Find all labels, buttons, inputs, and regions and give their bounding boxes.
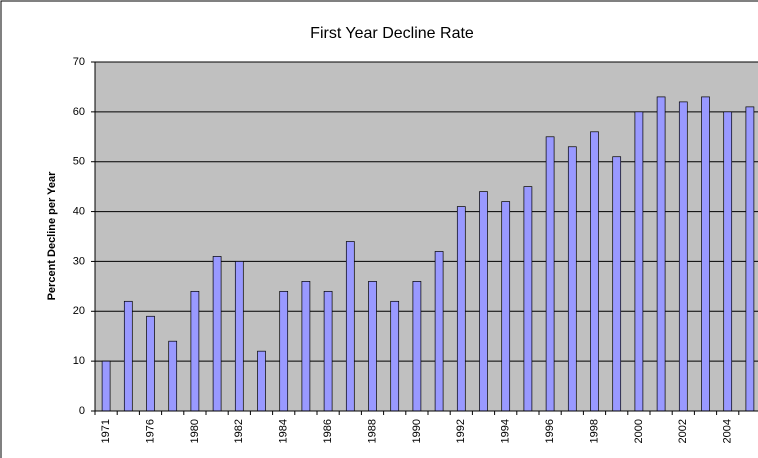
bar: [146, 315, 155, 412]
x-tick-label: 1996: [544, 419, 556, 443]
x-tick-label: 1982: [233, 419, 245, 443]
bar: [523, 186, 533, 412]
chart-title: First Year Decline Rate: [310, 25, 474, 42]
x-tick-label: 1990: [411, 419, 423, 443]
bar: [634, 111, 644, 412]
bar: [323, 290, 333, 412]
bar: [456, 206, 466, 412]
bar: [612, 156, 622, 412]
x-tick-label: 1984: [278, 419, 290, 443]
bar: [567, 146, 577, 412]
y-tick-label: 40: [73, 205, 85, 217]
bar: [368, 281, 377, 412]
y-tick-label: 60: [73, 106, 85, 118]
y-tick-label: 70: [73, 56, 85, 68]
bar: [190, 290, 200, 412]
x-tick-label: 1998: [588, 419, 600, 443]
bar: [434, 251, 444, 412]
plot-area: [95, 62, 758, 411]
x-tick-label: 1988: [366, 419, 378, 443]
bar: [234, 261, 244, 412]
bar: [545, 136, 555, 412]
x-tick-label: 1971: [100, 419, 112, 443]
bar: [257, 350, 266, 412]
x-tick-label: 2000: [633, 419, 645, 443]
y-tick-label: 50: [73, 156, 85, 168]
bar: [279, 290, 289, 412]
x-tick-label: 2002: [677, 419, 689, 443]
bar: [701, 96, 710, 412]
bar: [723, 111, 733, 412]
x-tick-label: 1980: [189, 419, 201, 443]
bar: [212, 256, 222, 412]
bar: [123, 300, 133, 412]
y-axis-label: Percent Decline per Year: [46, 171, 58, 301]
y-tick-label: 10: [73, 355, 85, 367]
bar: [678, 101, 688, 412]
bar: [412, 281, 422, 412]
bar: [101, 360, 111, 412]
x-tick-label: 1976: [144, 419, 156, 443]
x-tick-label: 1986: [322, 419, 334, 443]
bar: [390, 300, 400, 412]
bar: [656, 96, 666, 412]
x-tick-label: 2004: [722, 419, 734, 443]
x-tick-label: 1994: [500, 419, 512, 443]
bar: [590, 131, 599, 412]
bar: [345, 241, 355, 412]
bar: [501, 201, 511, 412]
x-tick-label: 1992: [455, 419, 467, 443]
y-tick-label: 30: [73, 255, 85, 267]
bar: [479, 191, 488, 412]
bar: [745, 106, 755, 412]
bar: [168, 340, 178, 412]
bar: [301, 281, 311, 412]
y-tick-label: 20: [73, 305, 85, 317]
y-tick-label: 0: [79, 405, 85, 417]
